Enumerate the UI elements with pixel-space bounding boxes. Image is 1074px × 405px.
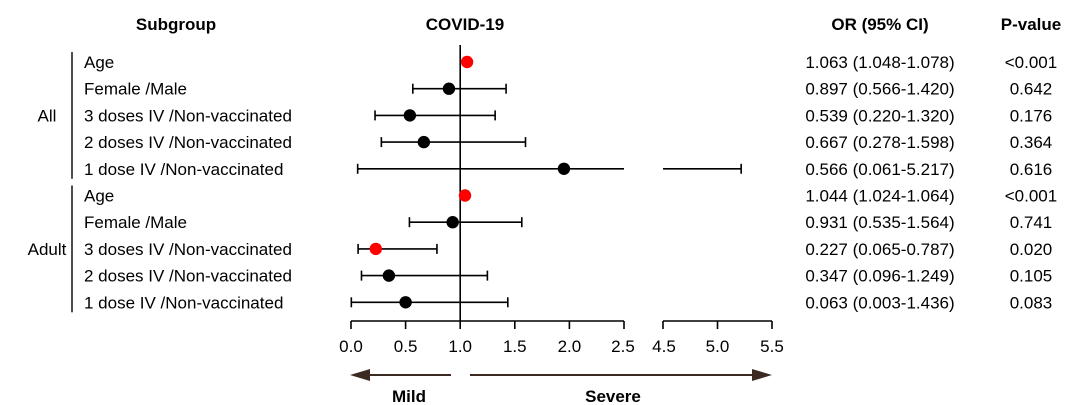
row-all-1-p-value: <0.001 xyxy=(1005,53,1057,72)
mild-label: Mild xyxy=(392,387,426,405)
x-tick-label-1.0: 1.0 xyxy=(448,337,472,356)
row-adult-5-point xyxy=(399,296,412,309)
row-adult-2-p-value: 0.741 xyxy=(1010,213,1053,232)
row-adult-2-point xyxy=(446,216,459,229)
row-adult-4-or-ci: 0.347 (0.096-1.249) xyxy=(805,267,954,286)
row-all-2-label: Female /Male xyxy=(84,80,187,99)
row-adult-2-or-ci: 0.931 (0.535-1.564) xyxy=(805,213,954,232)
row-adult-3-point xyxy=(369,242,382,256)
row-adult-1-p-value: <0.001 xyxy=(1005,187,1057,206)
row-all-3-point xyxy=(403,109,417,122)
direction-arrows: Mild Severe xyxy=(350,369,772,405)
row-adult-1-point xyxy=(458,189,472,202)
x-tick-label-2.5: 2.5 xyxy=(611,337,635,356)
row-all-3-or-ci: 0.539 (0.220-1.320) xyxy=(805,106,954,125)
row-all-4-p-value: 0.364 xyxy=(1010,133,1053,152)
row-all-5-p-value: 0.616 xyxy=(1010,160,1053,179)
severe-label: Severe xyxy=(585,387,641,405)
plot-area: Age 1.063 (1.048-1.078) <0.001 Female /Male… xyxy=(28,45,1057,356)
row-all-2-or-ci: 0.897 (0.566-1.420) xyxy=(805,80,954,99)
row-adult-5-label: 1 dose IV /Non-vaccinated xyxy=(84,293,283,312)
row-all-1-or-ci: 1.063 (1.048-1.078) xyxy=(805,53,954,72)
row-all-1-point xyxy=(460,55,474,69)
header-subgroup: Subgroup xyxy=(136,15,216,34)
x-tick-label-5.5: 5.5 xyxy=(760,337,784,356)
group-label-1: All xyxy=(38,106,57,125)
header-p-value: P-value xyxy=(1001,15,1061,34)
row-adult-1-label: Age xyxy=(84,187,114,206)
row-adult-2-label: Female /Male xyxy=(84,213,187,232)
severe-arrow-head xyxy=(752,369,772,381)
x-tick-label-0.0: 0.0 xyxy=(339,337,363,356)
row-all-1-label: Age xyxy=(84,53,114,72)
mild-arrow-head xyxy=(350,369,370,381)
row-all-5-label: 1 dose IV /Non-vaccinated xyxy=(84,160,283,179)
row-adult-4-point xyxy=(382,269,396,282)
row-adult-4-label: 2 doses IV /Non-vaccinated xyxy=(84,267,292,286)
row-all-4-or-ci: 0.667 (0.278-1.598) xyxy=(805,133,954,152)
row-adult-1-or-ci: 1.044 (1.024-1.064) xyxy=(805,187,954,206)
row-adult-3-or-ci: 0.227 (0.065-0.787) xyxy=(805,240,954,259)
row-adult-5-or-ci: 0.063 (0.003-1.436) xyxy=(805,293,954,312)
row-adult-3-label: 3 doses IV /Non-vaccinated xyxy=(84,240,292,259)
x-tick-label-1.5: 1.5 xyxy=(503,337,527,356)
row-all-5-or-ci: 0.566 (0.061-5.217) xyxy=(805,160,954,179)
row-all-2-p-value: 0.642 xyxy=(1010,80,1053,99)
x-tick-label-0.5: 0.5 xyxy=(394,337,418,356)
x-tick-label-4.5: 4.5 xyxy=(652,337,676,356)
x-tick-label-2.0: 2.0 xyxy=(558,337,582,356)
row-all-2-point xyxy=(442,82,456,95)
row-all-4-point xyxy=(417,135,431,149)
row-all-5-point xyxy=(557,162,571,175)
header-title: COVID-19 xyxy=(426,15,504,34)
x-tick-label-5.0: 5.0 xyxy=(706,337,730,356)
row-adult-5-p-value: 0.083 xyxy=(1010,293,1053,312)
group-label-2: Adult xyxy=(28,240,67,259)
header-or-ci: OR (95% CI) xyxy=(831,15,928,34)
row-all-3-p-value: 0.176 xyxy=(1010,106,1053,125)
row-all-3-label: 3 doses IV /Non-vaccinated xyxy=(84,106,292,125)
row-adult-3-p-value: 0.020 xyxy=(1010,240,1053,259)
row-all-4-label: 2 doses IV /Non-vaccinated xyxy=(84,133,292,152)
row-adult-4-p-value: 0.105 xyxy=(1010,267,1053,286)
